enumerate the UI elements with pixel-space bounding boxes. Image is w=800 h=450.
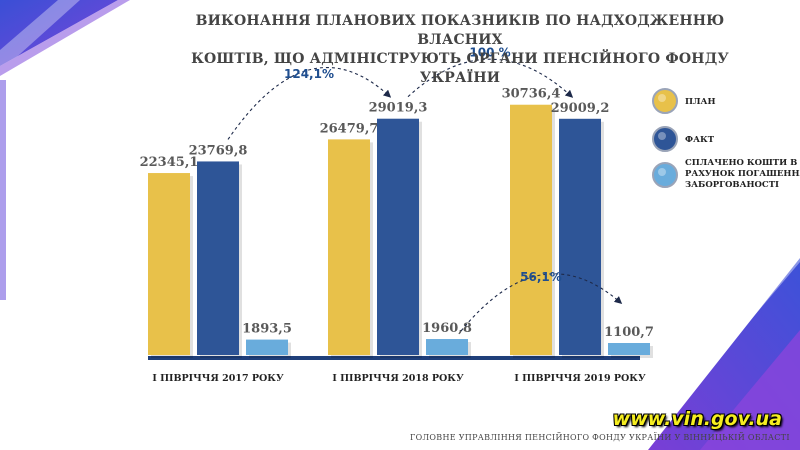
data-label: 26479,7	[320, 121, 379, 136]
growth-percentage-label: 56,1%	[520, 270, 562, 284]
legend: ПЛАН ФАКТ СПЛАЧЕНО КОШТИ В РАХУНОК ПОГАШЕНН…	[652, 88, 800, 190]
bar-2-2	[377, 118, 419, 356]
bars-layer: 22345,1 26479,7 30736,4 23769,8 29019,3 29009…	[140, 87, 654, 359]
chart-title: ВИКОНАННЯ ПЛАНОВИХ ПОКАЗНИКІВ ПО НАДХОДЖ…	[180, 12, 740, 88]
growth-arc	[407, 58, 574, 98]
data-label: 29009,2	[551, 101, 610, 116]
growth-arc	[227, 66, 392, 140]
corner-decoration-bottom-right	[626, 250, 800, 450]
category-label: І ПІВРІЧЧЯ 2017 РОКУ	[152, 373, 284, 384]
bar-2-3	[559, 118, 601, 355]
legend-label-2: ФАКТ	[685, 135, 715, 145]
category-label: І ПІВРІЧЧЯ 2019 РОКУ	[514, 373, 646, 384]
corner-decoration-top-left	[0, 0, 130, 76]
bar-1-3	[510, 104, 552, 355]
bar-3-2	[426, 339, 468, 355]
corner-decoration-left-side	[0, 80, 6, 300]
data-label: 23769,8	[189, 143, 248, 158]
legend-marker-3	[652, 162, 678, 188]
legend-marker-2	[652, 126, 678, 152]
growth-arc	[460, 273, 623, 332]
growth-percentage-label: 100 %	[469, 46, 510, 60]
bar-3-1	[246, 339, 288, 355]
growth-percentage-label: 124,1%	[284, 67, 334, 81]
data-label: 22345,1	[140, 155, 199, 170]
legend-marker-1	[652, 88, 678, 114]
chart-title-line-1: ВИКОНАННЯ ПЛАНОВИХ ПОКАЗНИКІВ ПО НАДХОДЖ…	[195, 13, 725, 48]
data-label: 29019,3	[369, 101, 428, 116]
data-label: 1100,7	[604, 325, 654, 340]
bar-3-3	[608, 343, 650, 355]
legend-label-1: ПЛАН	[685, 97, 716, 107]
bar-1-1	[148, 173, 190, 355]
category-labels-layer: І ПІВРІЧЧЯ 2017 РОКУ І ПІВРІЧЧЯ 2018 РОКУ…	[152, 373, 646, 384]
legend-marker-highlight	[658, 168, 666, 176]
bar-1-2	[328, 139, 370, 355]
category-label: І ПІВРІЧЧЯ 2018 РОКУ	[332, 373, 464, 384]
bar-2-1	[197, 161, 239, 355]
legend-marker-highlight	[658, 132, 666, 140]
data-label: 1893,5	[242, 322, 292, 337]
chart-title-line-2: КОШТІВ, ЩО АДМІНІСТРУЮТЬ ОРГАНИ ПЕНСІЙНО…	[191, 51, 729, 86]
data-label: 1960,8	[422, 321, 472, 336]
legend-label-3: СПЛАЧЕНО КОШТИ В РАХУНОК ПОГАШЕННЯ ЗАБОРГО…	[685, 158, 800, 190]
footer-organization: ГОЛОВНЕ УПРАВЛІННЯ ПЕНСІЙНОГО ФОНДУ УКРА…	[410, 433, 790, 442]
website-link[interactable]: www.vin.gov.ua	[612, 408, 782, 430]
legend-marker-highlight	[658, 94, 666, 102]
data-label: 30736,4	[502, 87, 561, 102]
growth-arcs-layer: 124,1% 100 % 56,1%	[227, 46, 623, 332]
